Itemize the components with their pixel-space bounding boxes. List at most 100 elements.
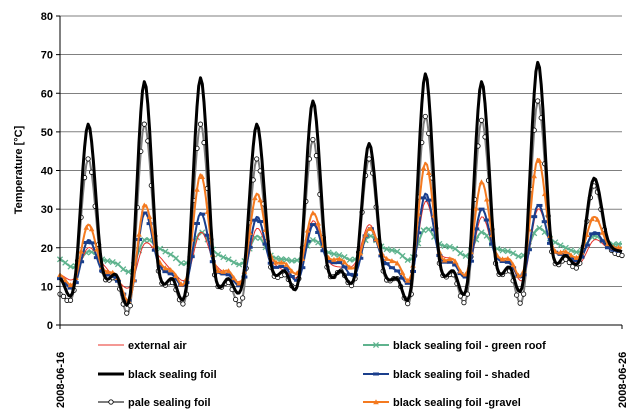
y-tick-label-30: 30 xyxy=(41,204,53,216)
series-3-marker xyxy=(83,240,90,244)
series-1-marker xyxy=(346,256,353,263)
series-5-marker xyxy=(273,259,279,265)
x-tick-label-start: 2008-06-16 xyxy=(55,352,67,408)
series-1-marker xyxy=(157,245,164,252)
series-5-marker xyxy=(505,255,511,261)
series-5-marker xyxy=(236,280,242,286)
series-1-marker xyxy=(446,243,453,250)
series-5-marker xyxy=(394,260,400,266)
series-1-marker xyxy=(441,242,448,250)
series-1-marker xyxy=(399,252,406,259)
series-1-marker xyxy=(278,255,285,263)
y-tick-label-60: 60 xyxy=(41,88,53,100)
series-3-marker xyxy=(346,272,353,276)
series-3-marker xyxy=(304,239,311,243)
series-5-marker xyxy=(162,265,169,271)
series-3-marker xyxy=(536,203,543,207)
series-3-marker xyxy=(88,241,95,245)
y-tick-label-10: 10 xyxy=(41,281,53,293)
series-5-marker xyxy=(362,231,369,237)
series-1-marker xyxy=(62,259,69,266)
series-3-marker xyxy=(604,246,611,250)
series-1-marker xyxy=(114,261,122,268)
series-3-marker xyxy=(193,221,200,225)
series-3-marker xyxy=(230,279,237,283)
series-5-marker xyxy=(563,248,569,254)
series-3-marker xyxy=(236,284,243,288)
series-line-2 xyxy=(58,60,623,307)
series-1-marker xyxy=(257,235,264,242)
legend-marker-1 xyxy=(372,341,380,349)
series-1-marker xyxy=(394,248,401,255)
series-5-marker xyxy=(283,261,290,267)
series-layer xyxy=(56,60,625,316)
series-5-marker xyxy=(94,246,100,252)
series-4-marker xyxy=(514,292,520,298)
series-5-marker xyxy=(278,259,285,265)
series-3-marker xyxy=(278,265,285,269)
y-tick-label-0: 0 xyxy=(47,320,53,332)
series-3-marker xyxy=(341,265,348,269)
series-1-marker xyxy=(230,259,237,266)
series-3-marker xyxy=(146,222,153,226)
series-5-marker xyxy=(515,272,522,278)
y-tick-label-80: 80 xyxy=(41,11,53,23)
series-3-marker xyxy=(541,220,548,224)
series-4-marker xyxy=(60,293,67,299)
series-1-marker xyxy=(536,225,543,232)
series-5-marker xyxy=(141,202,148,208)
series-3-marker xyxy=(394,269,401,273)
series-1-marker xyxy=(225,256,232,263)
series-3-marker xyxy=(157,265,164,269)
series-1-marker xyxy=(172,255,179,262)
series-3-marker xyxy=(457,272,464,276)
series-3-marker xyxy=(504,260,511,264)
series-3-marker xyxy=(251,218,258,222)
series-3-marker xyxy=(452,263,459,267)
series-3-marker xyxy=(78,260,85,264)
x-tick-label-end: 2008-06-26 xyxy=(617,352,629,408)
series-1-marker xyxy=(215,251,222,258)
legend-item-0: external air xyxy=(98,340,187,352)
legend-marker-5 xyxy=(373,399,379,405)
series-5-marker xyxy=(473,205,480,211)
series-1-marker xyxy=(504,248,511,255)
series-1-marker xyxy=(67,263,74,270)
series-3-marker xyxy=(162,270,169,274)
series-5-marker xyxy=(426,169,432,176)
series-5-marker xyxy=(194,186,200,192)
series-5-marker xyxy=(404,277,411,283)
series-3-marker xyxy=(399,276,406,280)
series-3-marker xyxy=(420,196,427,200)
series-4-marker xyxy=(310,137,316,143)
series-5-marker xyxy=(220,268,227,274)
series-3-marker xyxy=(478,207,485,211)
series-3-marker xyxy=(199,212,206,216)
series-5-marker xyxy=(341,259,348,265)
series-5-marker xyxy=(478,179,485,185)
series-5-marker xyxy=(457,268,464,274)
series-3-marker xyxy=(257,220,264,224)
series-3-marker xyxy=(483,218,490,222)
series-3-marker xyxy=(415,231,422,235)
series-5-marker xyxy=(104,269,111,275)
series-4-marker xyxy=(422,113,428,120)
series-3-marker xyxy=(141,211,148,215)
series-3-marker xyxy=(204,233,211,237)
series-1-marker xyxy=(425,226,432,233)
y-tick-labels: 0 10 20 30 40 50 60 70 80 xyxy=(41,11,623,332)
series-5-marker xyxy=(289,268,295,274)
series-5-marker xyxy=(225,268,232,274)
series-4-marker xyxy=(461,300,467,306)
series-1-marker xyxy=(568,247,575,254)
series-1-marker xyxy=(478,229,485,236)
series-1-marker xyxy=(499,247,506,254)
series-3-marker xyxy=(225,273,232,277)
legend-label-4: pale sealing foil xyxy=(128,397,211,409)
series-3-marker xyxy=(388,266,395,270)
series-3-marker xyxy=(330,261,337,265)
series-3-marker xyxy=(283,267,290,271)
series-1-marker xyxy=(515,253,522,260)
series-5-marker xyxy=(257,197,264,203)
series-4-marker xyxy=(240,295,246,301)
